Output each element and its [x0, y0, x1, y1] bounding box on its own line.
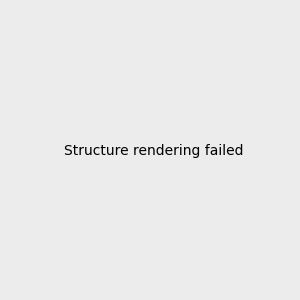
Text: Structure rendering failed: Structure rendering failed — [64, 145, 244, 158]
